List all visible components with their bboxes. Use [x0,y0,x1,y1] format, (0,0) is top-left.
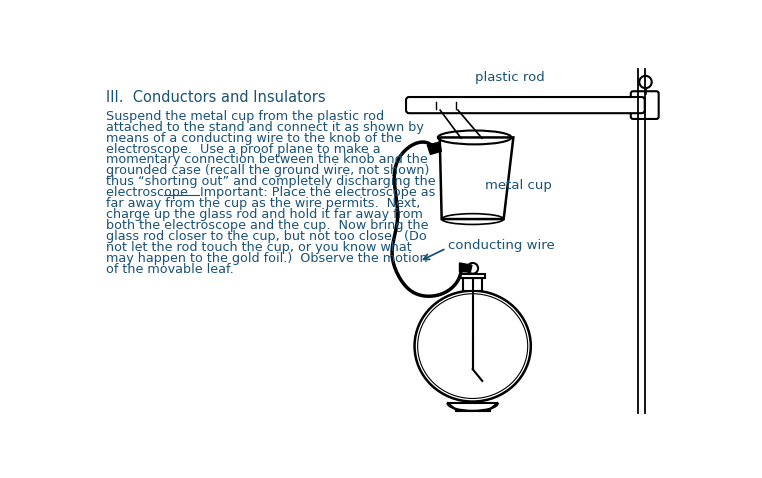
FancyBboxPatch shape [406,97,645,113]
Polygon shape [427,142,441,154]
Text: may happen to the gold foil.)  Observe the motion: may happen to the gold foil.) Observe th… [106,252,427,265]
Bar [463,278,482,291]
Text: electroscope.  Important: Place the electroscope as: electroscope. Important: Place the elect… [106,186,435,199]
Text: grounded case (recall the ground wire, not shown): grounded case (recall the ground wire, n… [106,164,430,177]
Text: plastic rod: plastic rod [475,71,545,84]
Text: not let the rod touch the cup, or you know what: not let the rod touch the cup, or you kn… [106,241,411,254]
Text: of the movable leaf.: of the movable leaf. [106,263,234,276]
Polygon shape [459,263,472,272]
Text: conducting wire: conducting wire [448,239,555,252]
Text: attached to the stand and connect it as shown by: attached to the stand and connect it as … [106,120,424,134]
Bar [460,274,485,278]
FancyBboxPatch shape [631,91,658,119]
Text: Suspend the metal cup from the plastic rod: Suspend the metal cup from the plastic r… [106,110,384,123]
Text: metal cup: metal cup [485,179,552,192]
Text: thus “shorting out” and completely discharging the: thus “shorting out” and completely disch… [106,175,436,188]
Text: far away from the cup as the wire permits.  Next,: far away from the cup as the wire permit… [106,197,421,210]
Text: momentary connection between the knob and the: momentary connection between the knob an… [106,153,427,166]
Text: charge up the glass rod and hold it far away from: charge up the glass rod and hold it far … [106,208,423,221]
Text: both the electroscope and the cup.  Now bring the: both the electroscope and the cup. Now b… [106,219,428,232]
Text: glass rod closer to the cup, but not too close.  (Do: glass rod closer to the cup, but not too… [106,230,427,243]
Text: electroscope.  Use a proof plane to make a: electroscope. Use a proof plane to make … [106,142,381,155]
Text: means of a conducting wire to the knob of the: means of a conducting wire to the knob o… [106,131,402,144]
Text: III.  Conductors and Insulators: III. Conductors and Insulators [106,90,325,105]
